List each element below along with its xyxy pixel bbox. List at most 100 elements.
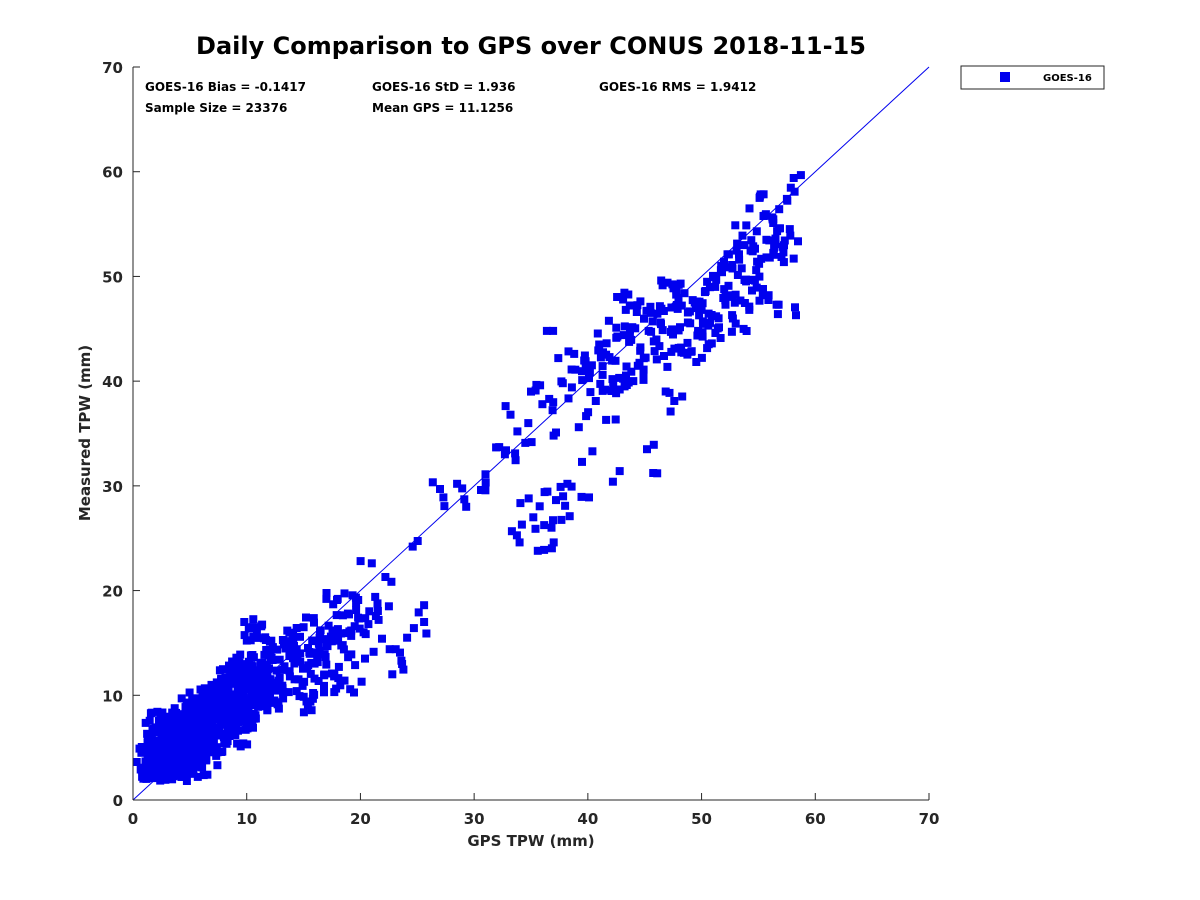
data-point <box>598 370 607 379</box>
data-point <box>436 485 444 493</box>
data-point <box>649 440 658 449</box>
data-point <box>710 273 719 282</box>
data-point <box>196 723 205 732</box>
data-point <box>279 694 288 703</box>
y-axis-label: Measured TPW (mm) <box>76 345 94 521</box>
data-point <box>731 319 740 328</box>
data-point <box>223 737 232 746</box>
data-point <box>721 300 730 309</box>
data-point <box>236 650 245 659</box>
stat-bias: GOES-16 Bias = -0.1417 <box>145 80 306 94</box>
data-point <box>246 651 255 660</box>
data-point <box>608 477 617 486</box>
data-point <box>628 323 637 332</box>
data-point <box>770 243 779 252</box>
data-point <box>521 438 530 447</box>
data-point <box>170 704 179 713</box>
data-point <box>515 538 524 547</box>
data-point <box>320 688 328 697</box>
data-point <box>187 748 196 757</box>
data-point <box>185 688 194 697</box>
data-point <box>477 486 485 494</box>
data-point <box>314 639 323 648</box>
data-point <box>420 601 429 610</box>
data-point <box>139 774 148 783</box>
data-point <box>636 343 645 352</box>
y-tick-label: 30 <box>102 478 123 496</box>
data-point <box>212 707 221 716</box>
data-point <box>687 347 696 356</box>
data-point <box>540 545 549 554</box>
data-point <box>156 752 164 761</box>
data-point <box>266 688 274 697</box>
data-point <box>334 674 343 683</box>
data-point <box>667 303 676 312</box>
x-tick-label: 0 <box>128 810 138 828</box>
data-point <box>159 757 168 766</box>
data-point <box>177 731 186 740</box>
data-point <box>340 676 349 685</box>
data-point <box>279 688 288 697</box>
data-point <box>564 394 573 403</box>
data-point <box>765 236 774 245</box>
data-point <box>785 225 794 234</box>
data-point <box>688 296 697 305</box>
data-point <box>660 352 668 360</box>
data-point <box>669 330 677 339</box>
data-point <box>173 710 182 719</box>
data-point <box>531 386 540 395</box>
data-point <box>658 281 667 290</box>
data-point <box>161 736 170 745</box>
data-point <box>147 708 156 717</box>
data-point <box>694 326 703 335</box>
data-point <box>302 613 310 622</box>
data-point <box>706 282 715 291</box>
data-point <box>212 678 221 687</box>
data-point <box>216 707 225 715</box>
data-point <box>273 645 282 654</box>
data-point <box>738 231 747 240</box>
data-point <box>252 677 261 686</box>
data-point <box>667 347 676 356</box>
data-point <box>773 310 782 319</box>
data-point <box>348 591 357 600</box>
data-point <box>194 703 203 712</box>
data-point <box>740 299 749 307</box>
data-point <box>248 716 257 725</box>
data-point <box>492 443 501 452</box>
data-point <box>611 415 620 424</box>
data-point <box>170 766 178 775</box>
y-tick-label: 60 <box>102 164 123 182</box>
data-point <box>289 630 298 639</box>
data-point <box>251 669 260 677</box>
data-point <box>308 637 317 646</box>
data-point <box>672 301 681 309</box>
data-point <box>745 302 754 311</box>
data-point <box>213 761 222 770</box>
data-point <box>779 258 788 267</box>
data-point <box>294 675 303 684</box>
data-point <box>192 694 200 703</box>
data-point <box>789 254 798 263</box>
data-point <box>238 697 247 706</box>
data-point <box>789 174 798 182</box>
data-point <box>704 340 713 349</box>
data-point <box>529 513 538 522</box>
data-point <box>187 702 196 711</box>
data-point <box>639 375 648 384</box>
data-point <box>422 629 431 638</box>
data-point <box>330 629 339 638</box>
data-point <box>310 674 319 683</box>
data-point <box>169 737 178 746</box>
data-point <box>167 747 176 756</box>
data-point <box>145 739 154 748</box>
data-point <box>304 644 312 652</box>
data-point <box>205 697 214 706</box>
data-point <box>156 772 165 781</box>
data-point <box>240 666 249 674</box>
data-point <box>602 339 611 348</box>
data-point <box>453 479 462 488</box>
data-point <box>565 512 574 521</box>
data-point <box>408 542 417 551</box>
data-point <box>293 653 302 662</box>
